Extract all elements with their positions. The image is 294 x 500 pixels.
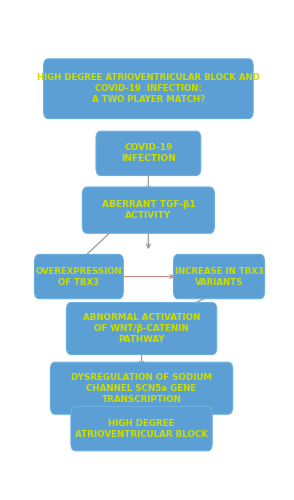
Text: ABNORMAL ACTIVATION
OF WNT/β-CATENIN
PATHWAY: ABNORMAL ACTIVATION OF WNT/β-CATENIN PAT… (83, 313, 200, 344)
FancyBboxPatch shape (51, 362, 233, 414)
Text: COVID-19
INFECTION: COVID-19 INFECTION (121, 144, 176, 164)
Text: DYSREGULATION OF SODIUM
CHANNEL SCN5a GENE
TRANSCRIPTION: DYSREGULATION OF SODIUM CHANNEL SCN5a GE… (71, 372, 212, 404)
Text: ABERRANT TGF-β1
ACTIVITY: ABERRANT TGF-β1 ACTIVITY (102, 200, 195, 220)
FancyBboxPatch shape (82, 187, 215, 234)
Text: INCREASE IN TBX3
VARIANTS: INCREASE IN TBX3 VARIANTS (175, 266, 263, 286)
Text: HIGH DEGREE ATRIOVENTRICULAR BLOCK AND
COVID-19  INFECTION:
A TWO PLAYER MATCH?: HIGH DEGREE ATRIOVENTRICULAR BLOCK AND C… (37, 73, 260, 104)
Text: OVEREXPRESSION
OF TBX3: OVEREXPRESSION OF TBX3 (36, 266, 122, 286)
FancyBboxPatch shape (173, 254, 265, 298)
FancyBboxPatch shape (71, 406, 212, 451)
FancyBboxPatch shape (34, 254, 123, 298)
FancyBboxPatch shape (66, 302, 217, 354)
FancyBboxPatch shape (44, 59, 253, 118)
FancyBboxPatch shape (96, 131, 201, 176)
Text: HIGH DEGREE
ATRIOVENTRICULAR BLOCK: HIGH DEGREE ATRIOVENTRICULAR BLOCK (75, 418, 208, 438)
